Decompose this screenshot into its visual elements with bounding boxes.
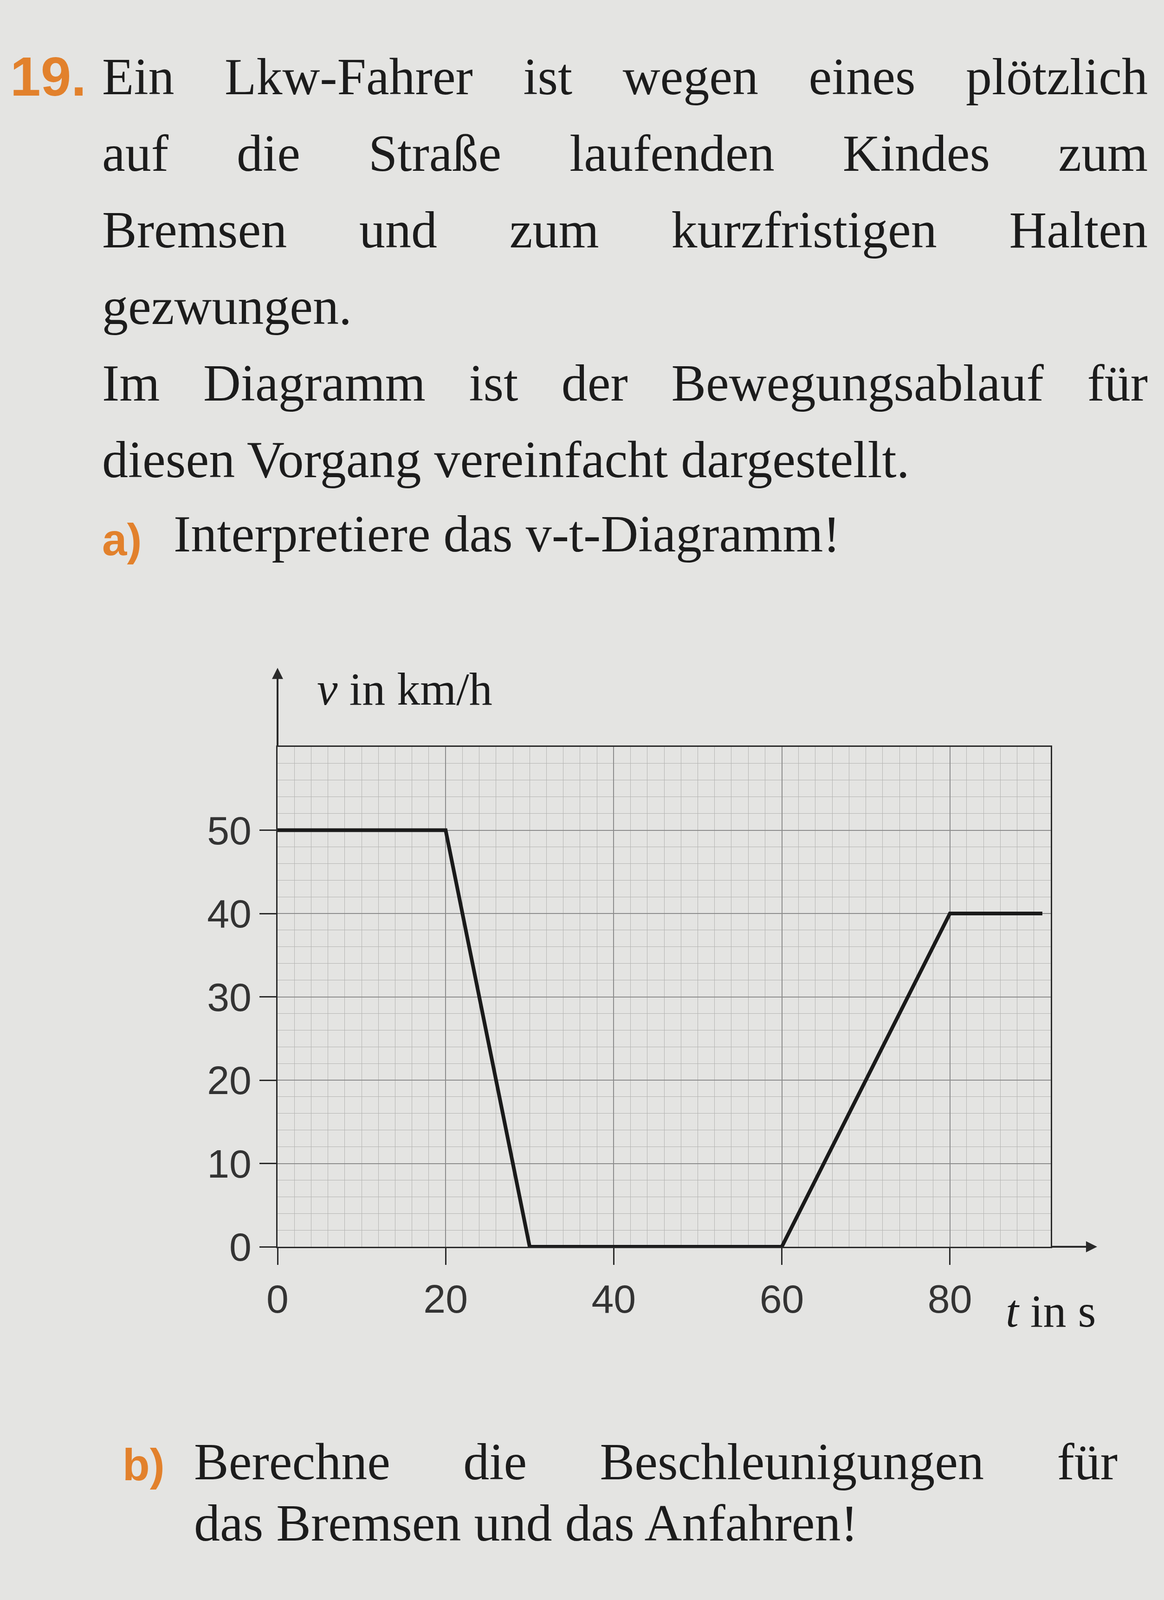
- svg-text:80: 80: [927, 1276, 973, 1321]
- svg-text:t in s: t in s: [1005, 1285, 1097, 1337]
- html-text:Im Diagramm ist der Bewegungsa: Im Diagramm ist der Bewegungsablauf für: [102, 354, 1148, 412]
- svg-text:v in km/h: v in km/h: [316, 663, 493, 715]
- svg-text:20: 20: [206, 1057, 252, 1103]
- svg-text:50: 50: [206, 808, 252, 853]
- html-text:auf die Straße laufenden Kinde: auf die Straße laufenden Kindes zum: [102, 124, 1148, 182]
- svg-text:0: 0: [266, 1276, 289, 1321]
- html-text:Berechne die Beschleunigungen: Berechne die Beschleunigungen für: [194, 1432, 1118, 1491]
- svg-text:0: 0: [229, 1224, 252, 1269]
- html-text:gezwungen.: gezwungen.: [102, 277, 352, 336]
- svg-text:20: 20: [423, 1276, 468, 1321]
- html-text:Bremsen und zum kurzfristigen: Bremsen und zum kurzfristigen Halten: [102, 200, 1148, 259]
- html-text:a): a): [102, 514, 142, 565]
- html-text:Interpretiere das v-t-Diagramm: Interpretiere das v-t-Diagramm!: [173, 504, 841, 563]
- html-text:b): b): [122, 1439, 165, 1490]
- svg-text:40: 40: [591, 1276, 637, 1321]
- html-text:das Bremsen und das Anfahren!: das Bremsen und das Anfahren!: [194, 1493, 859, 1552]
- svg-text:40: 40: [206, 891, 252, 936]
- html-text:diesen Vorgang vereinfacht dar: diesen Vorgang vereinfacht dargestellt.: [102, 430, 910, 489]
- svg-text:30: 30: [206, 974, 252, 1020]
- svg-text:10: 10: [206, 1141, 252, 1186]
- svg-text:60: 60: [759, 1276, 805, 1321]
- html-text:19. Ein Lkw-Fahrer ist wegen e: 19. Ein Lkw-Fahrer ist wegen eines plötz…: [10, 45, 1148, 108]
